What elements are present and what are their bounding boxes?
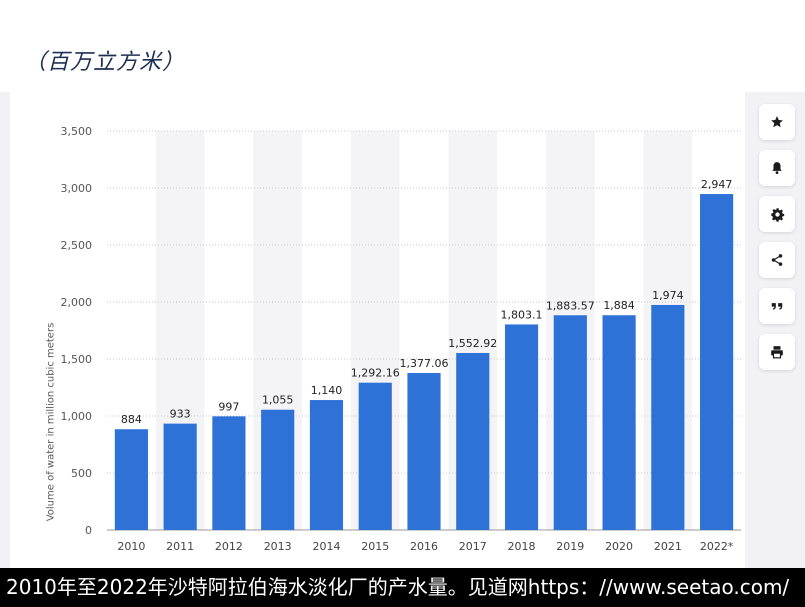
- x-tick-label: 2010: [117, 540, 145, 553]
- data-label: 1,974: [652, 289, 684, 302]
- quote-icon: [771, 303, 783, 310]
- bar: [114, 429, 148, 530]
- y-tick-label: 3,500: [61, 125, 93, 138]
- unit-label: （百万立方米）: [24, 50, 186, 75]
- bar: [163, 423, 197, 530]
- bar: [212, 416, 246, 530]
- x-tick-label: 2012: [215, 540, 243, 553]
- x-tick-label: 2015: [361, 540, 389, 553]
- y-tick-label: 500: [71, 467, 92, 480]
- chart-card: 884 933 997 1,055 1,140 1,292.16 1,377.06 1,552…: [10, 92, 745, 570]
- top-band: [0, 0, 805, 92]
- data-label: 1,883.57: [546, 299, 595, 312]
- y-tick-label: 1,500: [61, 353, 93, 366]
- notification-button[interactable]: [759, 150, 795, 186]
- bar: [553, 315, 587, 530]
- data-label: 2,947: [701, 178, 733, 191]
- data-label: 933: [170, 408, 191, 421]
- bar: [651, 304, 685, 530]
- bar: [358, 382, 392, 530]
- print-icon: [771, 346, 783, 359]
- data-label: 1,055: [262, 394, 294, 407]
- share-icon: [771, 254, 783, 266]
- share-button[interactable]: [759, 242, 795, 278]
- x-tick-label: 2013: [264, 540, 292, 553]
- bar: [309, 400, 344, 530]
- x-tick-label: 2022*: [700, 540, 734, 553]
- y-tick-label: 3,000: [61, 182, 93, 195]
- favorite-button[interactable]: [759, 104, 795, 140]
- y-tick-label: 1,000: [61, 410, 93, 423]
- data-label: 1,803.1: [501, 308, 543, 321]
- x-tick-label: 2017: [459, 540, 487, 553]
- data-label: 1,292.16: [351, 367, 400, 380]
- bar: [261, 409, 295, 530]
- caption-bar: 2010年至2022年沙特阿拉伯海水淡化厂的产水量。见道网https：//www…: [0, 568, 805, 607]
- bar: [700, 194, 734, 530]
- bell-icon: [772, 162, 782, 175]
- x-tick-label: 2020: [605, 540, 633, 553]
- data-label: 1,884: [603, 299, 635, 312]
- data-label: 884: [121, 413, 142, 426]
- chart-toolbar: [759, 104, 795, 380]
- x-tick-label: 2011: [166, 540, 194, 553]
- x-tick-label: 2021: [654, 540, 682, 553]
- bar: [456, 352, 490, 530]
- data-label: 1,377.06: [400, 357, 449, 370]
- star-icon: [771, 116, 783, 128]
- x-tick-label: 2018: [508, 540, 536, 553]
- y-tick-label: 2,000: [61, 296, 93, 309]
- gear-icon: [770, 207, 784, 222]
- y-tick-label: 0: [85, 524, 92, 537]
- caption-text: 2010年至2022年沙特阿拉伯海水淡化厂的产水量。见道网https：//www…: [6, 575, 790, 599]
- bar: [504, 324, 539, 530]
- x-tick-label: 2016: [410, 540, 438, 553]
- cite-button[interactable]: [759, 288, 795, 324]
- settings-button[interactable]: [759, 196, 795, 232]
- y-axis-label: Volume of water in million cubic meters: [45, 322, 57, 522]
- x-tick-label: 2019: [556, 540, 584, 553]
- bar: [602, 315, 636, 530]
- data-label: 997: [218, 400, 239, 413]
- x-tick-label: 2014: [312, 540, 340, 553]
- data-label: 1,140: [311, 384, 343, 397]
- data-label: 1,552.92: [448, 337, 497, 350]
- y-tick-label: 2,500: [61, 239, 93, 252]
- bar: [407, 373, 441, 530]
- print-button[interactable]: [759, 334, 795, 370]
- bar-chart: 884 933 997 1,055 1,140 1,292.161,377.06 1,552…: [61, 125, 741, 553]
